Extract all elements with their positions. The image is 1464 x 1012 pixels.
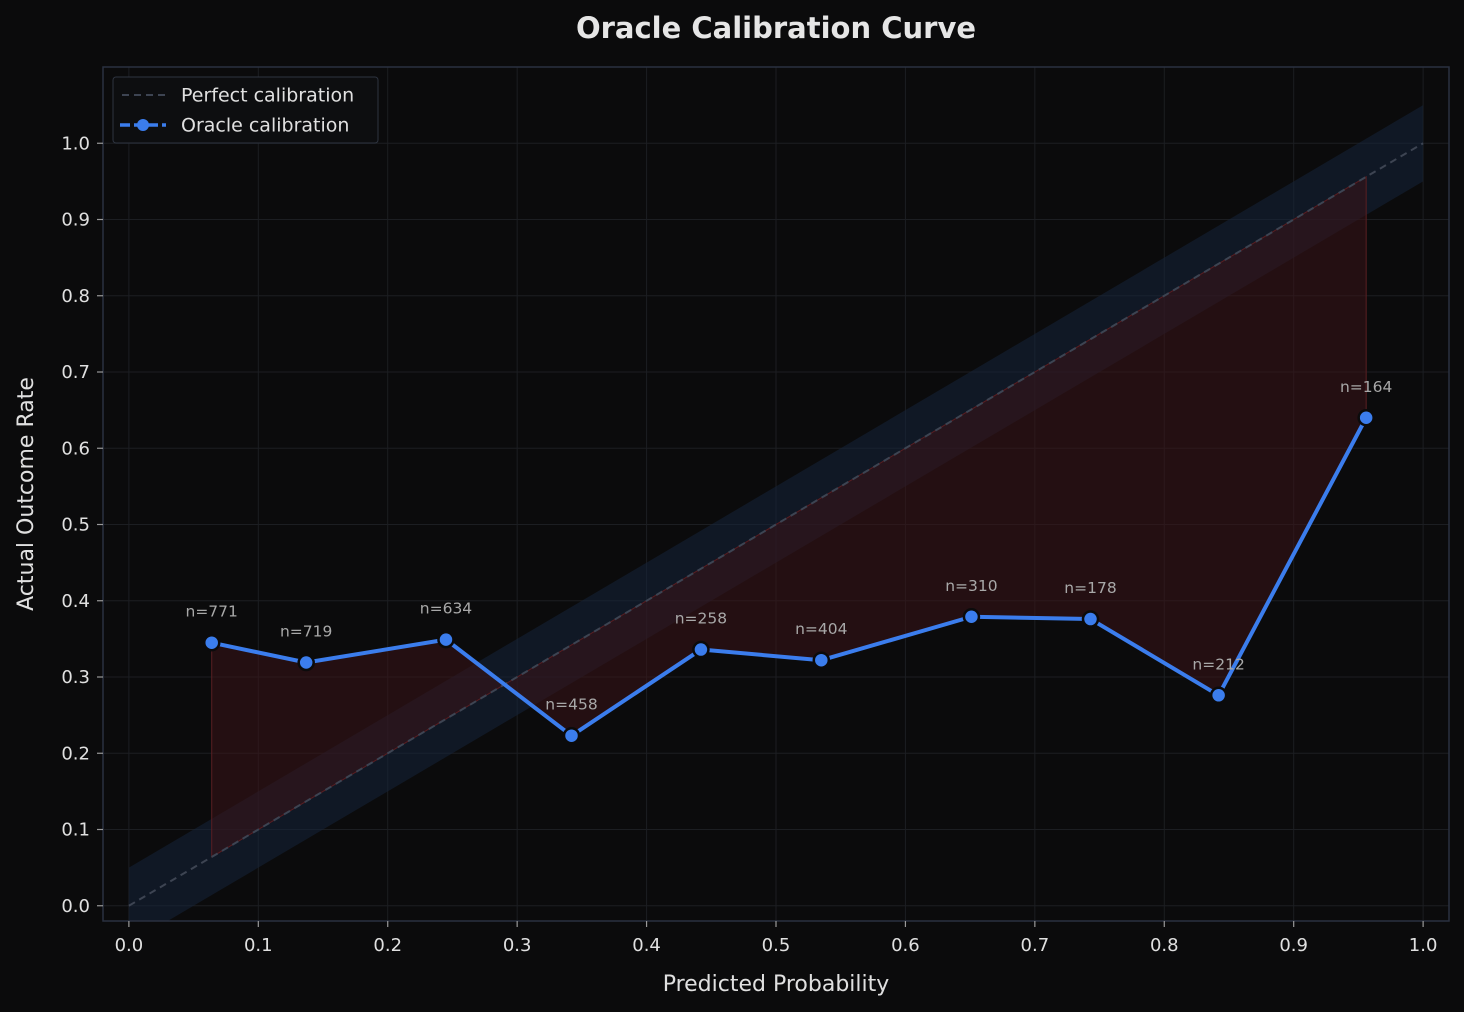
legend-oracle-marker <box>137 119 149 131</box>
oracle-line <box>211 416 1368 738</box>
x-tick-label-6: 0.6 <box>891 935 920 956</box>
perfect-calibration-line <box>128 142 1424 907</box>
y-axis-label: Actual Outcome Rate <box>14 377 39 611</box>
legend-box <box>112 76 379 144</box>
x-tick-label-4: 0.4 <box>632 935 661 956</box>
count-labels: n=771 n=719 n=634 n=458 n=258 n=404 n=310 n=178… <box>186 378 1393 714</box>
count-label-5: n=404 <box>795 620 847 638</box>
count-label-7: n=178 <box>1064 579 1116 597</box>
oracle-point-7 <box>1081 610 1100 628</box>
y-tick-label-10: 1.0 <box>61 133 90 154</box>
x-tick-label-2: 0.2 <box>373 935 402 956</box>
legend-perfect-label: Perfect calibration <box>181 85 354 107</box>
x-tick-label-1: 0.1 <box>244 935 273 956</box>
x-axis-label: Predicted Probability <box>663 972 890 997</box>
x-tick-label-0: 0.0 <box>115 935 144 956</box>
x-tick-label-5: 0.5 <box>762 935 791 956</box>
chart-title: Oracle Calibration Curve <box>576 11 976 45</box>
y-tick-label-9: 0.9 <box>61 210 90 231</box>
oracle-point-5 <box>812 651 831 669</box>
count-label-2: n=634 <box>420 600 472 618</box>
x-tick-label-7: 0.7 <box>1021 935 1050 956</box>
perfect-line <box>128 142 1424 907</box>
y-tick-label-8: 0.8 <box>61 286 90 307</box>
x-tick-label-10: 1.0 <box>1409 935 1438 956</box>
x-tick-label-8: 0.8 <box>1150 935 1179 956</box>
oracle-point-2 <box>437 630 455 649</box>
count-label-4: n=258 <box>675 610 727 628</box>
oracle-point-0 <box>202 633 221 652</box>
y-tick-label-4: 0.4 <box>61 591 90 612</box>
y-tick-label-1: 0.1 <box>61 820 90 841</box>
count-label-6: n=310 <box>945 577 997 595</box>
oracle-point-4 <box>692 640 710 659</box>
legend-oracle-label: Oracle calibration <box>181 115 349 137</box>
y-tick-label-5: 0.5 <box>61 515 90 536</box>
y-axis-ticks: 0.0 0.1 0.2 0.3 0.4 0.5 0.6 0.7 0.8 0.9 1.0 <box>61 133 103 917</box>
perfect-band-area <box>128 105 1424 921</box>
y-tick-label-2: 0.2 <box>61 743 90 764</box>
y-tick-label-3: 0.3 <box>61 667 90 688</box>
x-axis-ticks: 0.0 0.1 0.2 0.3 0.4 0.5 0.6 0.7 0.8 0.9 1.0 <box>115 921 1438 956</box>
x-tick-label-9: 0.9 <box>1279 935 1308 956</box>
oracle-calibration-series <box>202 409 1375 745</box>
oracle-point-3 <box>562 726 581 745</box>
y-tick-label-0: 0.0 <box>61 896 90 917</box>
legend: Perfect calibration Oracle calibration <box>112 76 379 144</box>
perfect-calibration-band <box>128 105 1424 921</box>
y-tick-label-7: 0.7 <box>61 362 90 383</box>
count-label-9: n=164 <box>1340 378 1392 396</box>
count-label-3: n=458 <box>545 696 597 714</box>
y-tick-label-6: 0.6 <box>61 438 90 459</box>
oracle-point-6 <box>962 608 981 626</box>
count-label-0: n=771 <box>186 603 238 621</box>
oracle-point-8 <box>1209 686 1228 705</box>
count-label-1: n=719 <box>280 623 332 641</box>
oracle-point-9 <box>1357 409 1375 427</box>
oracle-point-1 <box>297 653 315 672</box>
count-label-8: n=212 <box>1192 655 1244 673</box>
x-tick-label-3: 0.3 <box>503 935 532 956</box>
